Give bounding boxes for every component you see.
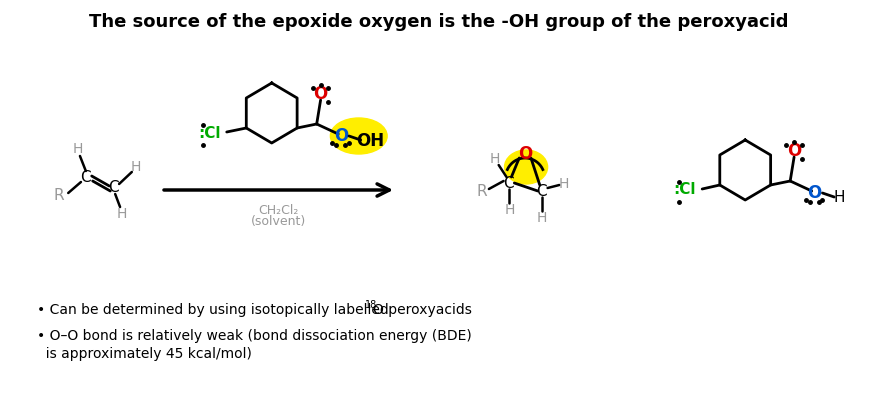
Text: H: H [503, 203, 514, 217]
Text: The source of the epoxide oxygen is the -OH group of the peroxyacid: The source of the epoxide oxygen is the … [89, 13, 788, 31]
Text: O: O [786, 142, 801, 160]
Text: O: O [333, 127, 348, 145]
Text: O peroxyacids: O peroxyacids [373, 303, 472, 317]
Text: :Cl: :Cl [673, 183, 695, 197]
Text: C: C [503, 176, 513, 191]
Text: H: H [536, 211, 546, 225]
Text: H: H [117, 207, 127, 221]
Text: R: R [476, 184, 487, 199]
Text: 18: 18 [364, 300, 376, 310]
Text: H: H [489, 152, 499, 166]
Ellipse shape [504, 150, 547, 184]
Text: OH: OH [356, 132, 384, 150]
Text: H: H [559, 177, 569, 191]
Text: CH₂Cl₂: CH₂Cl₂ [258, 204, 298, 217]
Text: H: H [131, 160, 140, 174]
Text: O: O [313, 85, 327, 103]
Text: is approximately 45 kcal/mol): is approximately 45 kcal/mol) [37, 347, 252, 361]
Ellipse shape [330, 118, 387, 154]
Text: C: C [81, 171, 91, 186]
Text: C: C [536, 184, 546, 199]
Text: (solvent): (solvent) [251, 216, 306, 229]
Text: :Cl: :Cl [197, 125, 220, 140]
Text: C: C [108, 181, 118, 196]
Text: • Can be determined by using isotopically labelled: • Can be determined by using isotopicall… [37, 303, 393, 317]
Text: • O–O bond is relatively weak (bond dissociation energy (BDE): • O–O bond is relatively weak (bond diss… [37, 329, 471, 343]
Text: O: O [517, 145, 531, 163]
Text: H: H [832, 191, 844, 206]
Text: O: O [807, 184, 821, 202]
Text: R: R [53, 188, 64, 202]
Text: H: H [73, 142, 83, 156]
